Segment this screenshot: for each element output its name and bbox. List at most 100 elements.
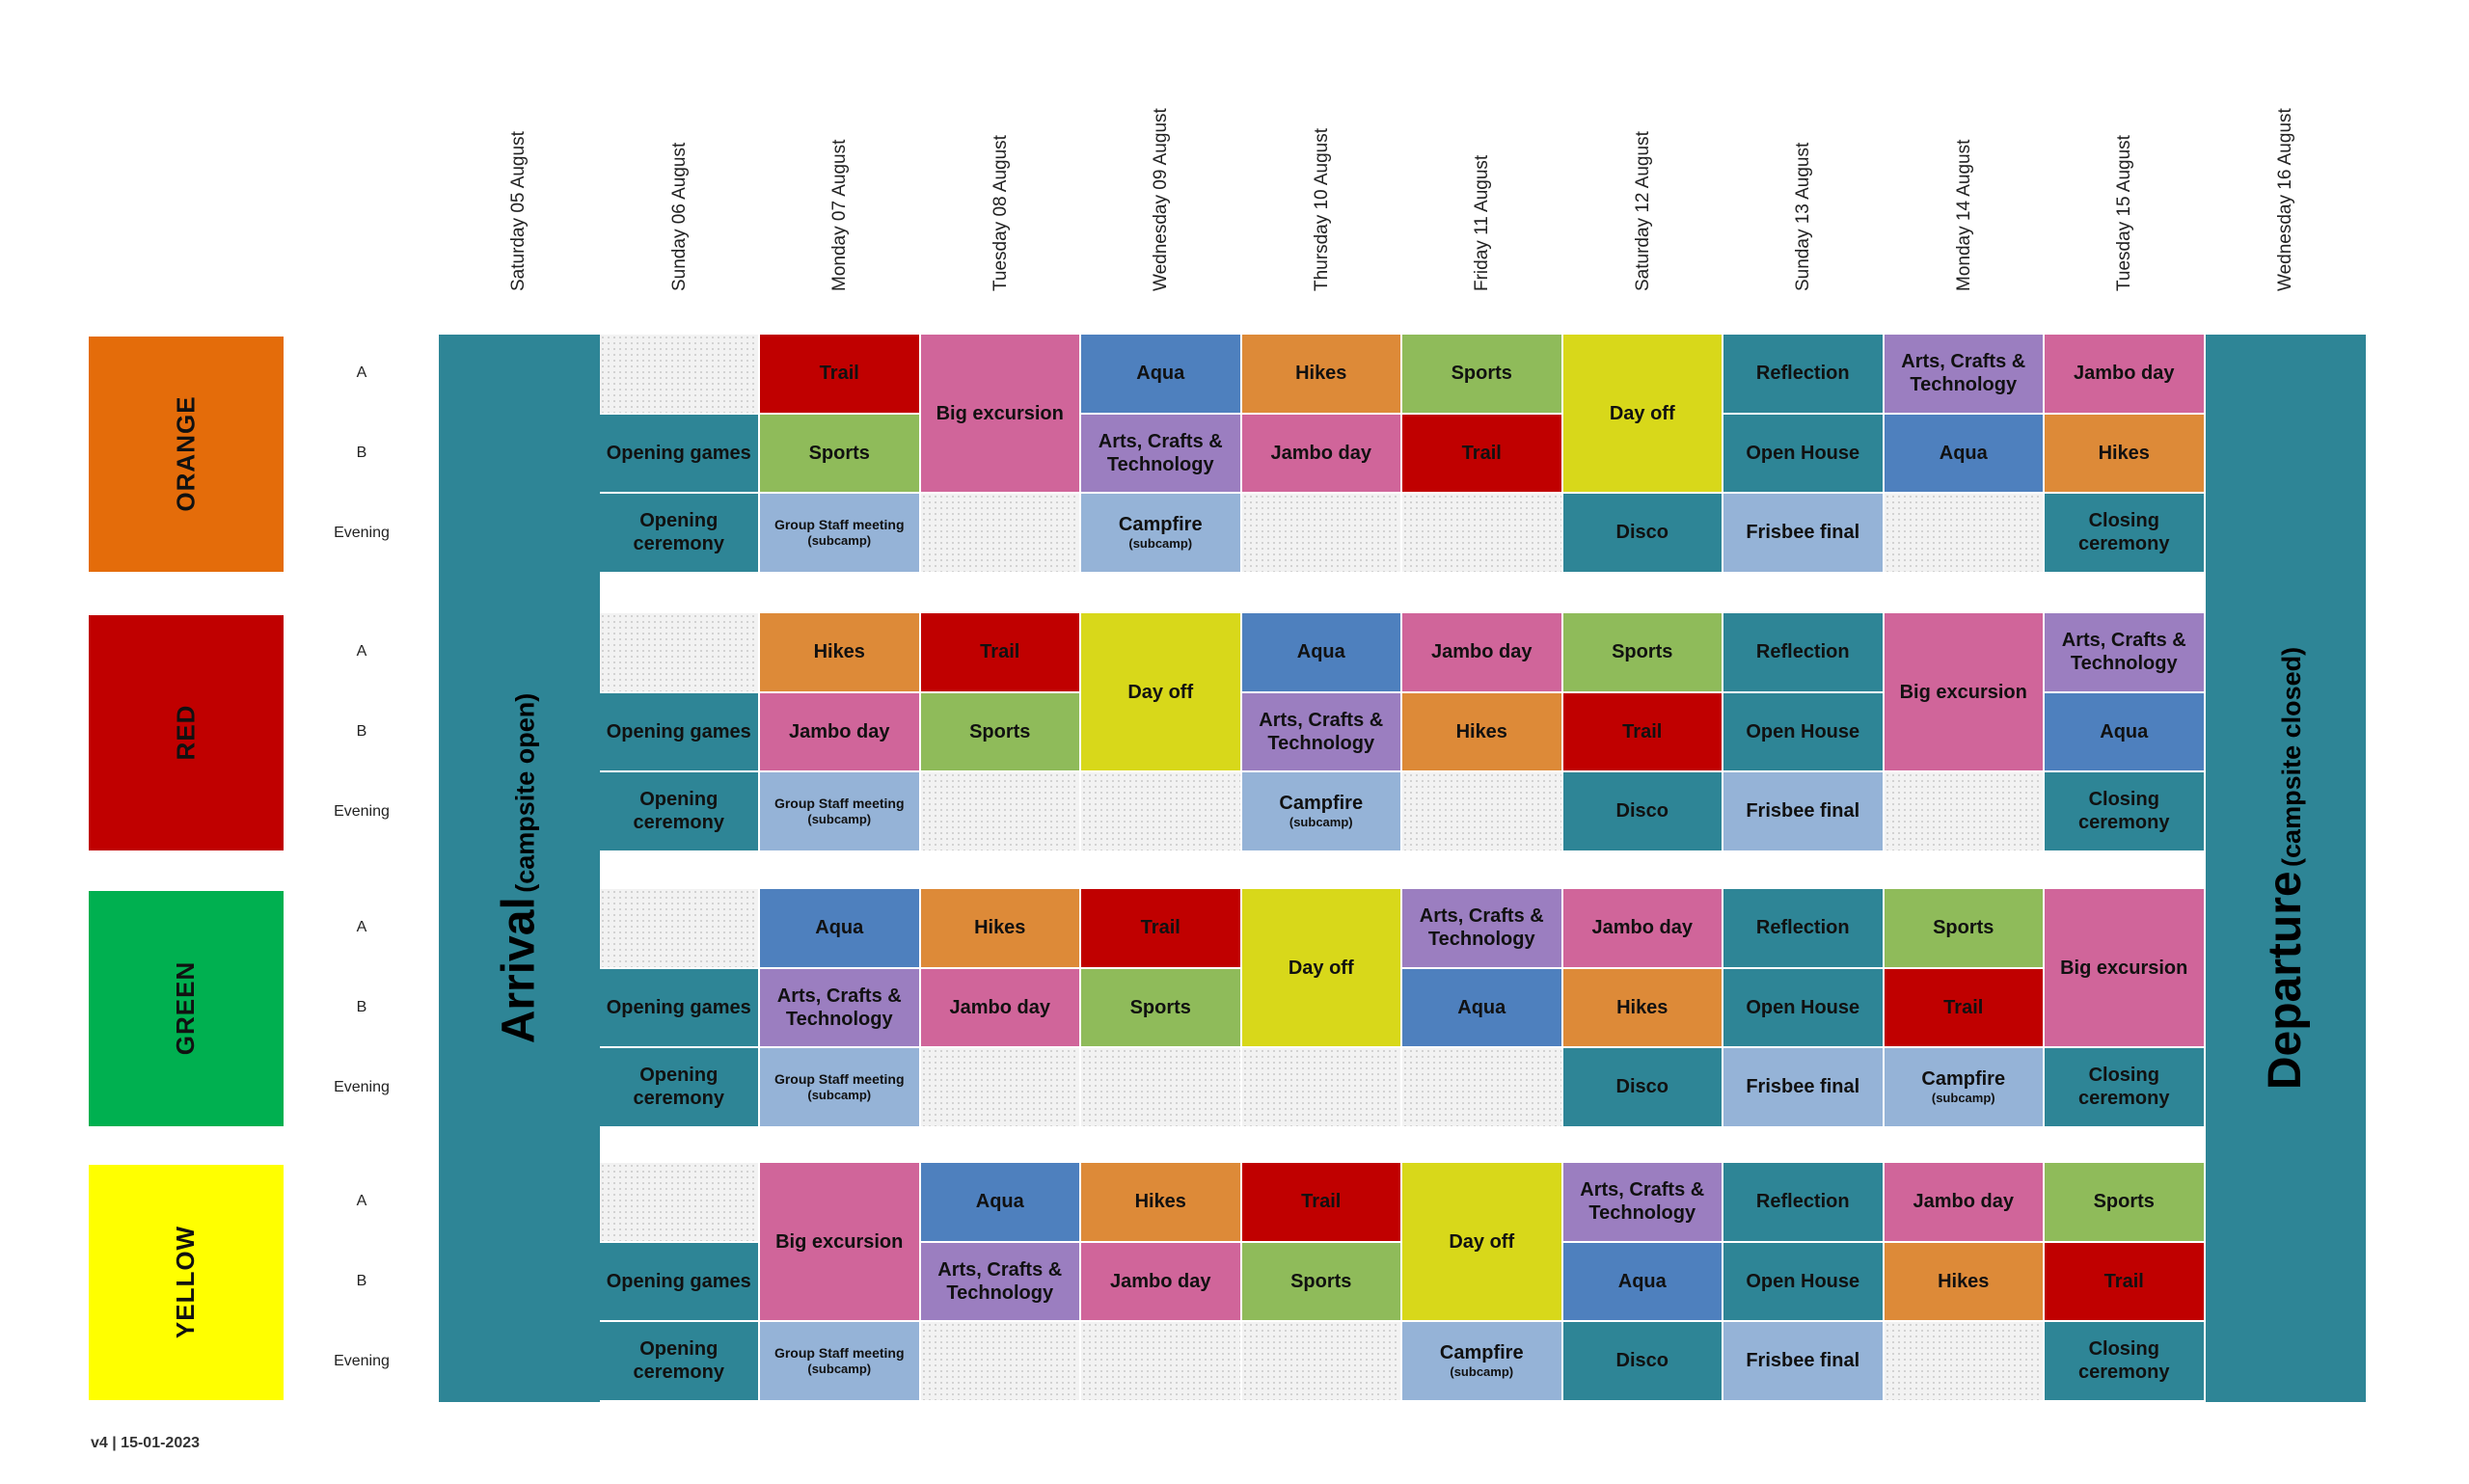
activity-label: Hikes	[1616, 996, 1669, 1018]
activity-label: Aqua	[1457, 996, 1506, 1018]
activity-label: Jambo day	[789, 720, 890, 742]
activity-campfire: Campfire (subcamp)	[1402, 1322, 1563, 1402]
day-header-7: Saturday 12 August	[1632, 131, 1653, 291]
day-header-3: Tuesday 08 August	[990, 135, 1011, 291]
empty-slot	[1884, 494, 2045, 574]
slot-label-evening: Evening	[334, 1078, 390, 1095]
activity-day-off: Day off	[1562, 335, 1723, 495]
departure-title: Departure	[2260, 871, 2312, 1091]
departure-label: Departure (campsite closed)	[2259, 647, 2312, 1090]
day-header-6: Friday 11 August	[1472, 154, 1493, 291]
empty-slot	[599, 613, 760, 693]
activity-reflection: Reflection	[1723, 613, 1885, 693]
activity-trail: Trail	[1081, 889, 1242, 969]
activity-label: Sports	[808, 442, 870, 464]
activity-label: Opening games	[606, 1270, 751, 1292]
activity-label: Trail	[2103, 1270, 2144, 1292]
activity-arts-crafts-technology: Arts, Crafts & Technology	[2045, 613, 2206, 693]
activity-hikes: Hikes	[760, 613, 921, 693]
empty-slot	[599, 335, 760, 415]
activity-day-off: Day off	[1241, 889, 1402, 1049]
activity-label: Day off	[1127, 681, 1194, 703]
arrival-band: Arrival (campsite open)	[439, 335, 600, 1402]
activity-label: Jambo day	[1431, 641, 1533, 663]
day-header-8: Sunday 13 August	[1793, 142, 1814, 291]
slot-label-b: B	[356, 998, 367, 1015]
activity-sports: Sports	[920, 692, 1081, 773]
activity-hikes: Hikes	[1402, 692, 1563, 773]
version-note: v4 | 15-01-2023	[91, 1435, 201, 1451]
activity-sublabel: (subcamp)	[807, 533, 872, 549]
activity-label: Trail	[1140, 917, 1180, 939]
activity-reflection: Reflection	[1723, 889, 1885, 969]
activity-sports: Sports	[1884, 889, 2045, 969]
empty-slot	[1241, 494, 1402, 574]
activity-label: Disco	[1615, 1076, 1669, 1098]
activity-label: Group Staff meeting	[773, 1071, 905, 1088]
activity-label: Opening ceremony	[633, 510, 725, 555]
activity-label: Closing ceremony	[2078, 789, 2170, 834]
activity-label: Open House	[1746, 1270, 1860, 1292]
activity-closing-ceremony: Closing ceremony	[2045, 1048, 2206, 1128]
activity-label: Big excursion	[1899, 681, 2027, 703]
activity-open-house: Open House	[1723, 692, 1885, 773]
activity-trail: Trail	[1241, 1163, 1402, 1243]
activity-aqua: Aqua	[1241, 613, 1402, 693]
activity-open-house: Open House	[1723, 968, 1885, 1049]
team-block-yellow: YELLOW	[87, 1163, 285, 1402]
empty-slot	[599, 1163, 760, 1243]
activity-label: Aqua	[1939, 442, 1988, 464]
activity-label: Opening games	[606, 442, 751, 464]
activity-label: Sports	[1451, 363, 1512, 385]
activity-sublabel: (subcamp)	[807, 1088, 872, 1103]
team-name: GREEN	[171, 961, 201, 1056]
activity-aqua: Aqua	[920, 1163, 1081, 1243]
activity-sports: Sports	[1081, 968, 1242, 1049]
activity-label: Jambo day	[1110, 1270, 1211, 1292]
empty-slot	[1081, 1048, 1242, 1128]
activity-aqua: Aqua	[1081, 335, 1242, 415]
activity-disco: Disco	[1562, 494, 1723, 574]
empty-slot	[1884, 772, 2045, 852]
activity-label: Hikes	[2098, 442, 2150, 464]
activity-label: Sports	[1290, 1270, 1352, 1292]
activity-arts-crafts-technology: Arts, Crafts & Technology	[1562, 1163, 1723, 1243]
day-header-0: Saturday 05 August	[508, 131, 529, 291]
activity-opening-games: Opening games	[599, 692, 760, 773]
activity-frisbee-final: Frisbee final	[1723, 494, 1885, 574]
empty-slot	[1081, 1322, 1242, 1402]
empty-slot	[1081, 772, 1242, 852]
activity-reflection: Reflection	[1723, 1163, 1885, 1243]
empty-slot	[1884, 1322, 2045, 1402]
activity-opening-ceremony: Opening ceremony	[599, 772, 760, 852]
activity-label: Reflection	[1755, 917, 1850, 939]
activity-label: Trail	[1301, 1191, 1342, 1213]
activity-sports: Sports	[1241, 1242, 1402, 1323]
activity-label: Day off	[1288, 957, 1354, 979]
slot-label-b: B	[356, 444, 367, 461]
activity-label: Closing ceremony	[2078, 1338, 2170, 1384]
activity-label: Hikes	[974, 917, 1026, 939]
slot-label-b: B	[356, 1272, 367, 1289]
activity-big-excursion: Big excursion	[920, 335, 1081, 495]
activity-sublabel: (subcamp)	[1931, 1091, 1995, 1106]
activity-label: Hikes	[1938, 1270, 1990, 1292]
activity-label: Aqua	[815, 917, 864, 939]
departure-band: Departure (campsite closed)	[2205, 335, 2366, 1402]
activity-opening-games: Opening games	[599, 968, 760, 1049]
activity-label: Campfire	[1118, 514, 1203, 536]
slot-label-evening: Evening	[334, 1352, 390, 1369]
activity-label: Open House	[1746, 442, 1860, 464]
activity-hikes: Hikes	[1081, 1163, 1242, 1243]
day-header-5: Thursday 10 August	[1311, 128, 1332, 291]
activity-aqua: Aqua	[1562, 1242, 1723, 1323]
activity-label: Jambo day	[2074, 363, 2175, 385]
activity-label: Campfire	[1921, 1068, 2006, 1091]
activity-label: Disco	[1615, 1350, 1669, 1372]
activity-arts-crafts-technology: Arts, Crafts & Technology	[920, 1242, 1081, 1323]
activity-jambo-day: Jambo day	[920, 968, 1081, 1049]
activity-opening-ceremony: Opening ceremony	[599, 494, 760, 574]
activity-sports: Sports	[1402, 335, 1563, 415]
arrival-label: Arrival (campsite open)	[493, 693, 546, 1044]
activity-aqua: Aqua	[1884, 414, 2045, 495]
